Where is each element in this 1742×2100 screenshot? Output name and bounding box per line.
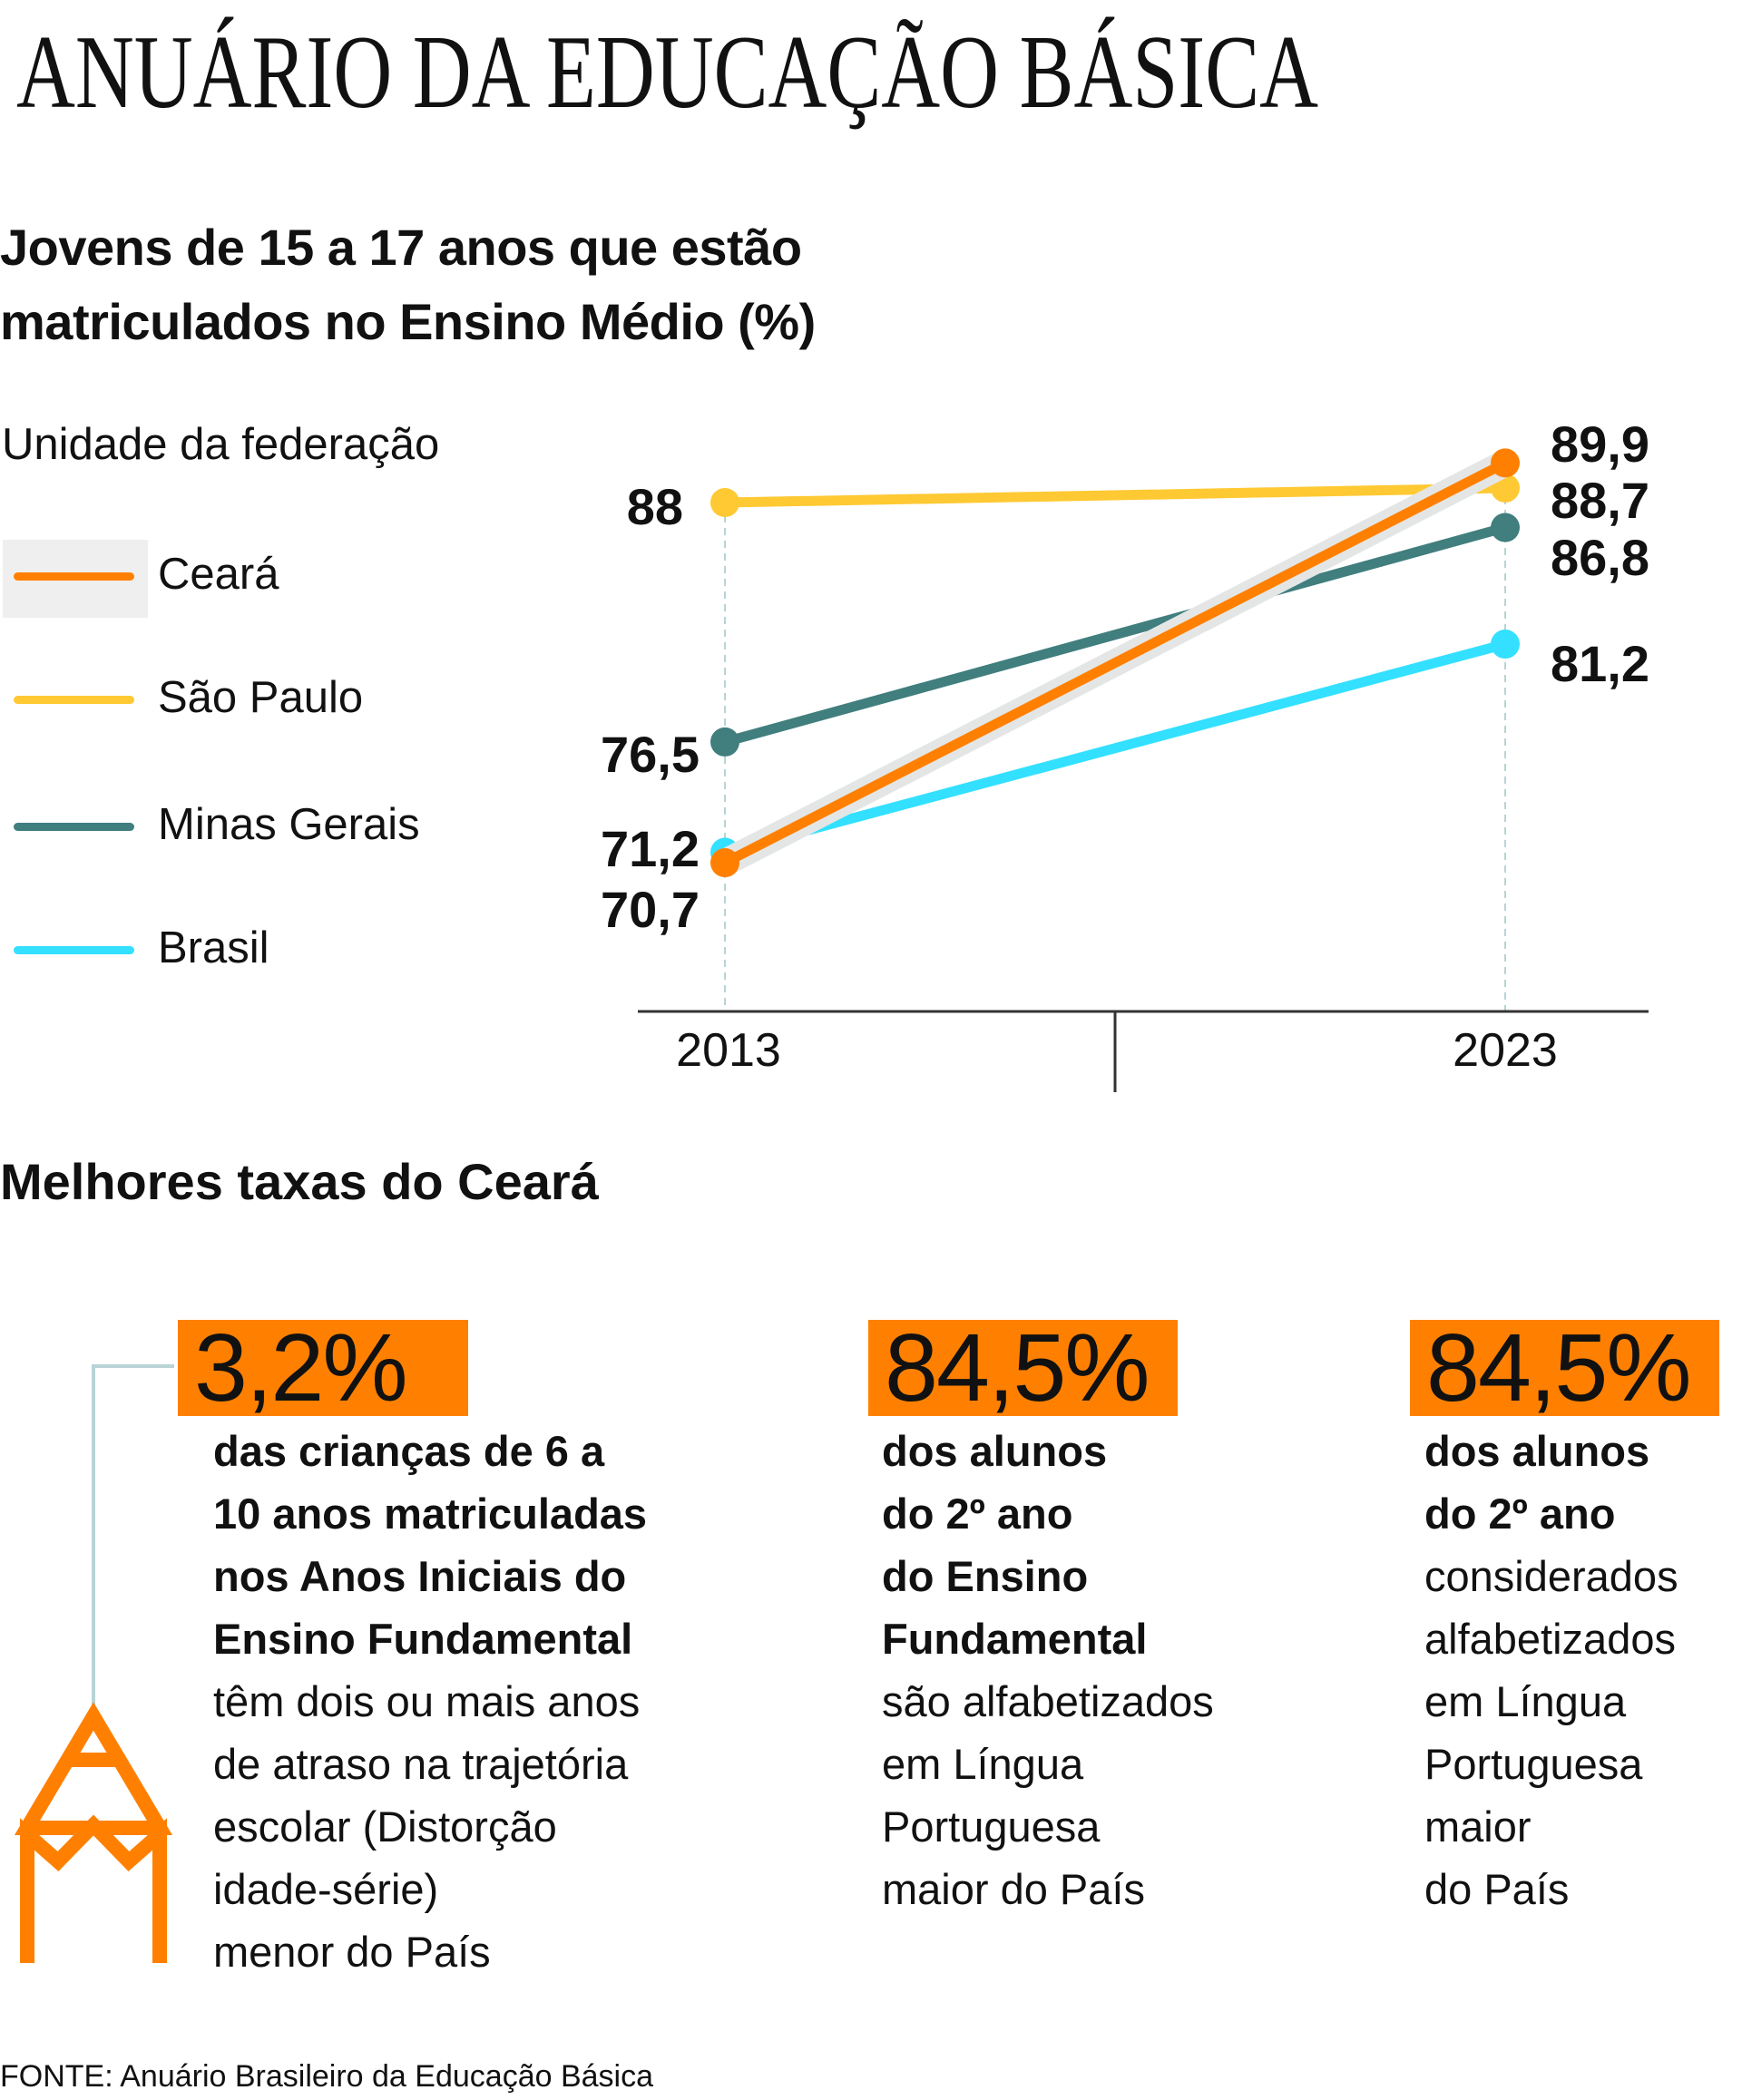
stat-description: das crianças de 6 a 10 anos matriculadas n… <box>213 1420 647 1983</box>
stat-text-line: em Língua <box>1424 1677 1627 1725</box>
legend-label: Minas Gerais <box>158 800 420 849</box>
data-point-brasil-2023 <box>1491 630 1520 659</box>
legend-item-ceara: Ceará <box>0 540 454 649</box>
legend-swatch-brasil <box>14 946 134 954</box>
source-note: FONTE: Anuário Brasileiro da Educação Bá… <box>0 2059 654 2094</box>
data-label-brasil-2013: 71,2 <box>601 820 700 877</box>
connector-line <box>92 1364 174 1710</box>
data-label-minas-gerais-2013: 76,5 <box>601 726 700 783</box>
legend-label: Ceará <box>158 550 279 599</box>
stat-description: dos alunos do 2º ano do Ensino Fundamental s… <box>882 1420 1214 1920</box>
series-line-minas-gerais <box>723 523 1507 747</box>
stat-text-line: menor do País <box>213 1928 491 1976</box>
series-line-sao-paulo <box>724 483 1506 508</box>
legend-item-minas-gerais: Minas Gerais <box>0 800 454 899</box>
data-point-minas-gerais-2023 <box>1491 513 1520 542</box>
stat-value-box: 84,5% <box>868 1320 1178 1416</box>
stat-text-line: são alfabetizados <box>882 1677 1214 1725</box>
line-chart: 2013 2023 88 88,7 76,5 86,8 71,2 81,2 70,7 89,9 <box>601 415 1649 1092</box>
stat-text-line: escolar (Distorção <box>213 1802 557 1851</box>
stat-text-bold-line: do 2º ano <box>1424 1490 1616 1538</box>
stat-text-bold-line: dos alunos <box>1424 1427 1650 1475</box>
stat-text-line: maior <box>1424 1802 1532 1851</box>
data-label-minas-gerais-2023: 86,8 <box>1551 529 1649 586</box>
data-label-ceara-2023: 89,9 <box>1551 415 1649 473</box>
page-title: ANUÁRIO DA EDUCAÇÃO BÁSICA <box>16 15 1318 131</box>
stat-value-box: 3,2% <box>178 1320 468 1416</box>
stat-text-line: Portuguesa <box>1424 1740 1643 1788</box>
legend-label: São Paulo <box>158 673 364 722</box>
stat-text-bold-line: Ensino Fundamental <box>213 1615 633 1663</box>
stat-description: dos alunos do 2º ano considerados alfabetiz… <box>1424 1420 1678 1920</box>
legend-swatch-sao-paulo <box>14 696 134 704</box>
data-point-ceara-2013 <box>710 848 739 878</box>
x-tick-label-2023: 2023 <box>1453 1024 1558 1077</box>
data-label-sao-paulo-2013: 88 <box>627 478 683 535</box>
chart-subtitle: Jovens de 15 a 17 anos que estão matricu… <box>0 210 816 359</box>
data-point-minas-gerais-2013 <box>710 727 739 757</box>
stat-text-line: considerados <box>1424 1552 1678 1600</box>
stat-text-bold-line: 10 anos matriculadas <box>213 1490 648 1538</box>
pencil-icon <box>14 1364 174 1963</box>
data-label-sao-paulo-2023: 88,7 <box>1551 472 1649 529</box>
data-point-ceara-2023 <box>1491 448 1520 478</box>
data-label-ceara-2013: 70,7 <box>601 881 700 938</box>
legend-item-sao-paulo: São Paulo <box>0 673 454 772</box>
section-title: Melhores taxas do Ceará <box>0 1153 599 1210</box>
stat-text-line: do País <box>1424 1865 1570 1913</box>
legend-label: Brasil <box>158 923 269 972</box>
stat-value-box: 84,5% <box>1410 1320 1719 1416</box>
stat-text-line: maior do País <box>882 1865 1145 1913</box>
stat-text-bold-line: do Ensino <box>882 1552 1089 1600</box>
stat-text-bold-line: dos alunos <box>882 1427 1108 1475</box>
stat-text-bold-line: das crianças de 6 a <box>213 1427 605 1475</box>
series-line-brasil <box>723 639 1507 857</box>
stat-text-bold-line: Fundamental <box>882 1615 1148 1663</box>
data-point-sao-paulo-2013 <box>710 488 739 517</box>
stat-text-line: têm dois ou mais anos <box>213 1677 641 1725</box>
stat-text-line: alfabetizados <box>1424 1615 1676 1663</box>
stat-text-bold-line: nos Anos Iniciais do <box>213 1552 627 1600</box>
subtitle-line-1: Jovens de 15 a 17 anos que estão <box>0 219 802 276</box>
stat-text-line: de atraso na trajetória <box>213 1740 629 1788</box>
legend-swatch-minas-gerais <box>14 823 134 831</box>
page-title-wrap: ANUÁRIO DA EDUCAÇÃO BÁSICA <box>16 15 1318 131</box>
stat-text-bold-line: do 2º ano <box>882 1490 1073 1538</box>
data-label-brasil-2023: 81,2 <box>1551 635 1649 692</box>
legend-swatch-ceara <box>14 572 134 581</box>
legend-item-brasil: Brasil <box>0 923 454 1022</box>
series-line-ceara <box>722 458 1508 867</box>
stat-text-line: Portuguesa <box>882 1802 1101 1851</box>
legend-title: Unidade da federação <box>2 420 440 469</box>
x-tick-label-2013: 2013 <box>676 1024 781 1077</box>
subtitle-line-2: matriculados no Ensino Médio (%) <box>0 293 816 350</box>
stat-text-line: em Língua <box>882 1740 1084 1788</box>
stat-text-line: idade-série) <box>213 1865 439 1913</box>
